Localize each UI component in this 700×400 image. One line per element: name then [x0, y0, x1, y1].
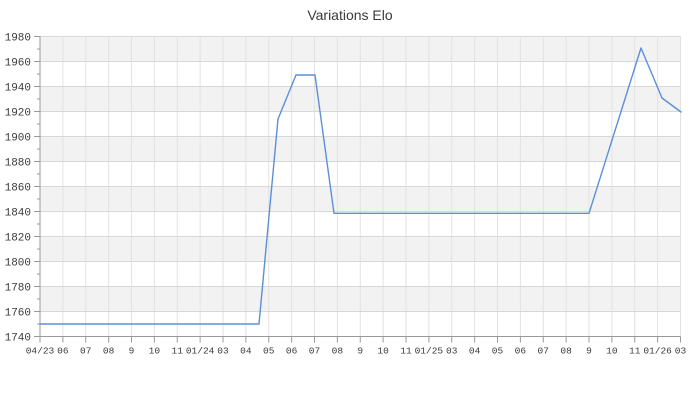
svg-text:1780: 1780: [5, 283, 31, 295]
svg-text:1840: 1840: [5, 208, 31, 220]
svg-text:07: 07: [80, 346, 91, 357]
svg-text:1760: 1760: [5, 308, 31, 320]
svg-text:1900: 1900: [5, 133, 31, 145]
svg-text:11: 11: [172, 346, 184, 357]
svg-text:9: 9: [586, 346, 592, 357]
svg-text:9: 9: [357, 346, 363, 357]
svg-text:06: 06: [515, 346, 527, 357]
svg-text:03: 03: [217, 346, 229, 357]
svg-text:01/25: 01/25: [415, 346, 444, 357]
svg-text:1860: 1860: [5, 183, 31, 195]
svg-text:1960: 1960: [5, 58, 31, 70]
svg-text:1980: 1980: [5, 33, 31, 45]
svg-text:1880: 1880: [5, 158, 31, 170]
svg-text:01/26: 01/26: [643, 346, 672, 357]
svg-text:05: 05: [492, 346, 504, 357]
svg-text:03: 03: [675, 346, 687, 357]
svg-text:08: 08: [560, 346, 572, 357]
svg-text:05: 05: [263, 346, 275, 357]
svg-text:04/23: 04/23: [26, 346, 55, 357]
svg-text:08: 08: [332, 346, 344, 357]
svg-text:04: 04: [469, 346, 481, 357]
svg-text:1920: 1920: [5, 108, 31, 120]
svg-text:1940: 1940: [5, 83, 31, 95]
svg-text:01/24: 01/24: [186, 346, 215, 357]
svg-text:06: 06: [57, 346, 69, 357]
svg-text:03: 03: [446, 346, 458, 357]
svg-text:06: 06: [286, 346, 298, 357]
svg-text:07: 07: [538, 346, 549, 357]
svg-text:07: 07: [309, 346, 320, 357]
svg-text:11: 11: [629, 346, 641, 357]
svg-text:9: 9: [129, 346, 135, 357]
svg-text:10: 10: [606, 346, 618, 357]
svg-text:04: 04: [240, 346, 252, 357]
svg-text:10: 10: [149, 346, 161, 357]
svg-text:1820: 1820: [5, 233, 31, 245]
svg-text:1800: 1800: [5, 258, 31, 270]
svg-text:08: 08: [103, 346, 115, 357]
svg-text:10: 10: [377, 346, 389, 357]
svg-text:11: 11: [400, 346, 412, 357]
svg-text:1740: 1740: [5, 333, 31, 345]
